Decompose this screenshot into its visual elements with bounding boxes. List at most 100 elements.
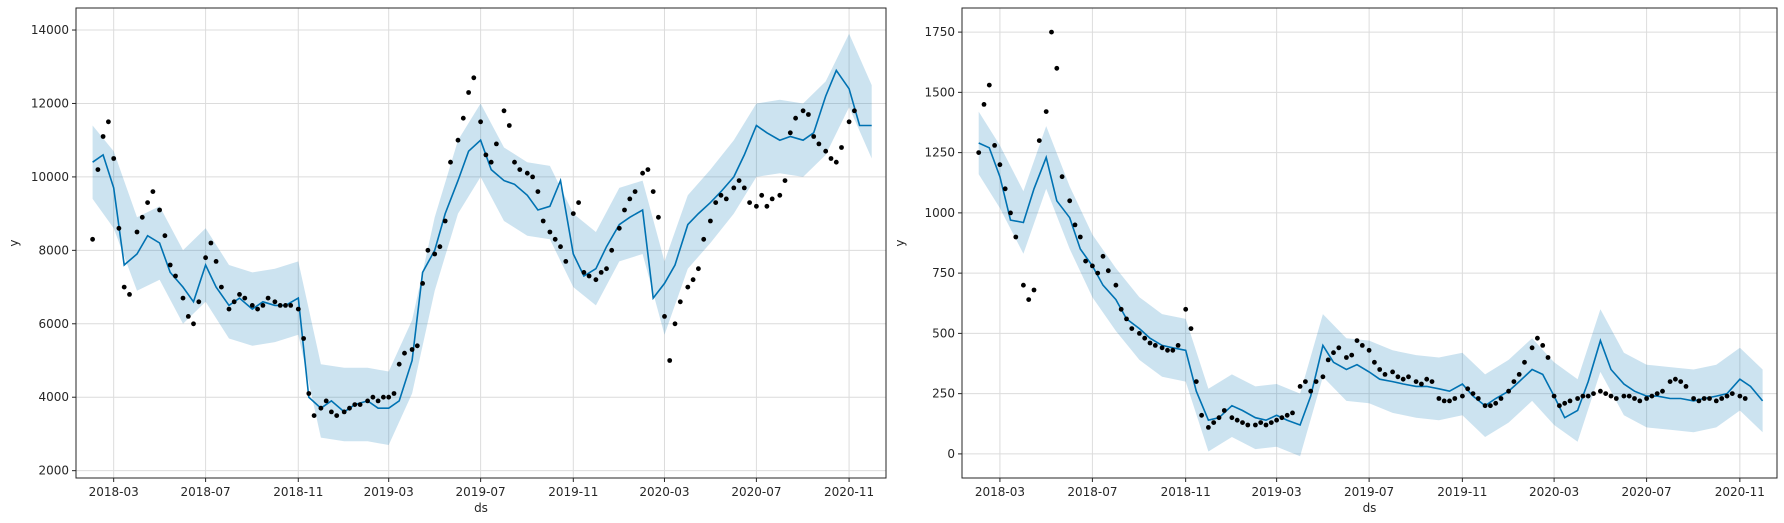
x-tick-label: 2018-11	[273, 485, 323, 499]
observed-point	[1622, 394, 1627, 399]
observed-point	[1419, 382, 1424, 387]
y-tick-label: 500	[932, 326, 955, 340]
observed-point	[1632, 396, 1637, 401]
observed-point	[1557, 403, 1562, 408]
x-tick-label: 2019-11	[1437, 485, 1487, 499]
observed-point	[770, 197, 775, 202]
observed-point	[656, 215, 661, 220]
observed-point	[604, 266, 609, 271]
observed-point	[987, 83, 992, 88]
observed-point	[312, 413, 317, 418]
y-tick-label: 1750	[924, 25, 955, 39]
observed-point	[823, 149, 828, 154]
observed-point	[1003, 186, 1008, 191]
observed-point	[1124, 317, 1129, 322]
observed-point	[181, 296, 186, 301]
observed-point	[117, 226, 122, 231]
observed-point	[196, 299, 201, 304]
observed-point	[1714, 399, 1719, 404]
y-axis-label: y	[893, 239, 907, 246]
observed-point	[1013, 235, 1018, 240]
observed-point	[288, 303, 293, 308]
observed-point	[834, 160, 839, 165]
x-axis-label: ds	[474, 501, 488, 515]
x-tick-label: 2020-07	[1622, 485, 1672, 499]
observed-point	[1442, 399, 1447, 404]
observed-point	[1044, 109, 1049, 114]
observed-point	[1308, 389, 1313, 394]
observed-point	[191, 321, 196, 326]
observed-point	[1264, 423, 1269, 428]
observed-point	[1054, 66, 1059, 71]
x-tick-label: 2019-03	[1252, 485, 1302, 499]
observed-point	[507, 123, 512, 128]
observed-point	[386, 395, 391, 400]
observed-point	[410, 347, 415, 352]
observed-point	[324, 399, 329, 404]
observed-point	[1678, 379, 1683, 384]
observed-point	[1049, 30, 1054, 35]
observed-point	[352, 402, 357, 407]
observed-point	[1460, 394, 1465, 399]
observed-point	[1603, 391, 1608, 396]
observed-point	[1424, 377, 1429, 382]
observed-point	[415, 343, 420, 348]
observed-point	[1471, 391, 1476, 396]
y-tick-label: 12000	[31, 96, 69, 110]
observed-point	[209, 241, 214, 246]
observed-point	[737, 178, 742, 183]
observed-point	[1078, 235, 1083, 240]
observed-point	[1160, 345, 1165, 350]
observed-point	[1586, 394, 1591, 399]
observed-point	[1691, 396, 1696, 401]
observed-point	[1743, 396, 1748, 401]
observed-point	[582, 270, 587, 275]
observed-point	[1026, 297, 1031, 302]
observed-point	[1142, 336, 1147, 341]
observed-point	[1206, 425, 1211, 430]
observed-point	[273, 299, 278, 304]
observed-point	[432, 252, 437, 257]
observed-point	[1183, 307, 1188, 312]
observed-point	[517, 167, 522, 172]
observed-point	[777, 193, 782, 198]
observed-point	[145, 200, 150, 205]
observed-point	[168, 263, 173, 268]
observed-point	[420, 281, 425, 286]
observed-point	[1170, 348, 1175, 353]
y-tick-label: 6000	[38, 317, 69, 331]
observed-point	[536, 189, 541, 194]
observed-point	[646, 167, 651, 172]
observed-point	[1447, 399, 1452, 404]
y-axis-label: y	[7, 239, 21, 246]
observed-point	[1401, 377, 1406, 382]
observed-point	[111, 156, 116, 161]
observed-point	[530, 175, 535, 180]
observed-point	[1650, 394, 1655, 399]
observed-point	[283, 303, 288, 308]
observed-point	[1021, 283, 1026, 288]
observed-point	[1148, 341, 1153, 346]
observed-point	[1552, 394, 1557, 399]
x-tick-label: 2020-03	[1529, 485, 1579, 499]
observed-point	[1719, 396, 1724, 401]
observed-point	[691, 277, 696, 282]
x-tick-label: 2018-03	[89, 485, 139, 499]
observed-point	[1032, 288, 1037, 293]
observed-point	[1499, 396, 1504, 401]
observed-point	[1546, 355, 1551, 360]
observed-point	[719, 193, 724, 198]
observed-point	[1684, 384, 1689, 389]
observed-point	[998, 162, 1003, 167]
observed-point	[1562, 401, 1567, 406]
observed-point	[358, 402, 363, 407]
observed-point	[347, 406, 352, 411]
observed-point	[976, 150, 981, 155]
observed-point	[342, 410, 347, 415]
observed-point	[553, 237, 558, 242]
observed-point	[1189, 326, 1194, 331]
observed-point	[1414, 379, 1419, 384]
observed-point	[397, 362, 402, 367]
observed-point	[1535, 336, 1540, 341]
